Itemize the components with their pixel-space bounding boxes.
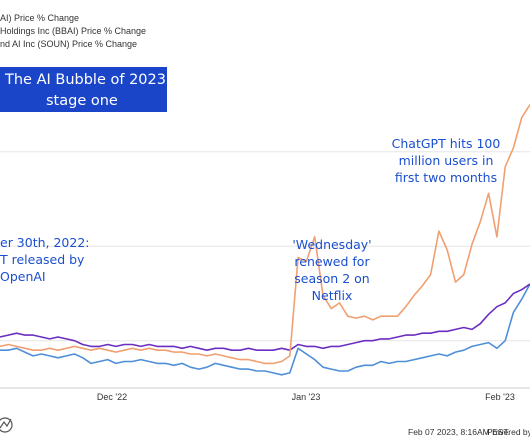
series-line-ai[interactable]: [0, 283, 530, 376]
footer-powered-by[interactable]: Powered by: [487, 427, 530, 437]
annotation-chatgpt-release-line-1: er 30th, 2022:: [0, 235, 90, 250]
annotation-chatgpt-users-line-1: ChatGPT hits 100: [392, 136, 501, 151]
legend: AI) Price % Change Holdings Inc (BBAI) P…: [0, 13, 146, 49]
title-line-2: stage one: [46, 93, 118, 109]
footer: Feb 07 2023, 8:16AM EST. Powered by: [0, 417, 530, 437]
annotation-chatgpt-users-line-2: million users in: [399, 153, 494, 168]
series-layer: [0, 104, 530, 376]
annotation-chatgpt-users: ChatGPT hits 100 million users in first …: [392, 136, 501, 185]
x-axis-ticks: Dec '22 Jan '23 Feb '23: [97, 392, 515, 402]
title-box-background: [0, 67, 167, 112]
annotation-chatgpt-release: er 30th, 2022: T released by OpenAI: [0, 235, 90, 284]
series-line-bbai[interactable]: [0, 283, 530, 351]
annotation-wednesday-line-2: renewed for: [294, 254, 370, 269]
series-line-soun[interactable]: [0, 104, 530, 365]
x-tick-label-feb: Feb '23: [485, 392, 515, 402]
plot-area: [0, 104, 530, 389]
annotation-chatgpt-release-line-2: T released by: [0, 252, 85, 267]
annotation-chatgpt-release-line-3: OpenAI: [0, 269, 46, 284]
footer-timestamp: Feb 07 2023, 8:16AM EST.: [408, 427, 510, 437]
title-line-1: The AI Bubble of 2023: [4, 72, 166, 88]
x-tick-label-jan: Jan '23: [292, 392, 321, 402]
annotation-wednesday-line-3: season 2 on: [294, 271, 369, 286]
legend-entry-bbai[interactable]: Holdings Inc (BBAI) Price % Change: [0, 26, 146, 36]
annotation-wednesday-line-1: 'Wednesday': [292, 237, 371, 252]
ycharts-logo-icon: [0, 417, 13, 433]
annotation-wednesday: 'Wednesday' renewed for season 2 on Netf…: [292, 237, 371, 303]
annotation-wednesday-line-4: Netflix: [312, 288, 353, 303]
x-tick-label-dec: Dec '22: [97, 392, 127, 402]
legend-entry-ai[interactable]: AI) Price % Change: [0, 13, 79, 23]
legend-entry-soun[interactable]: nd AI Inc (SOUN) Price % Change: [0, 39, 137, 49]
title-box: The AI Bubble of 2023 stage one: [0, 67, 167, 112]
gridlines: [0, 151, 530, 342]
annotation-chatgpt-users-line-3: first two months: [395, 170, 497, 185]
